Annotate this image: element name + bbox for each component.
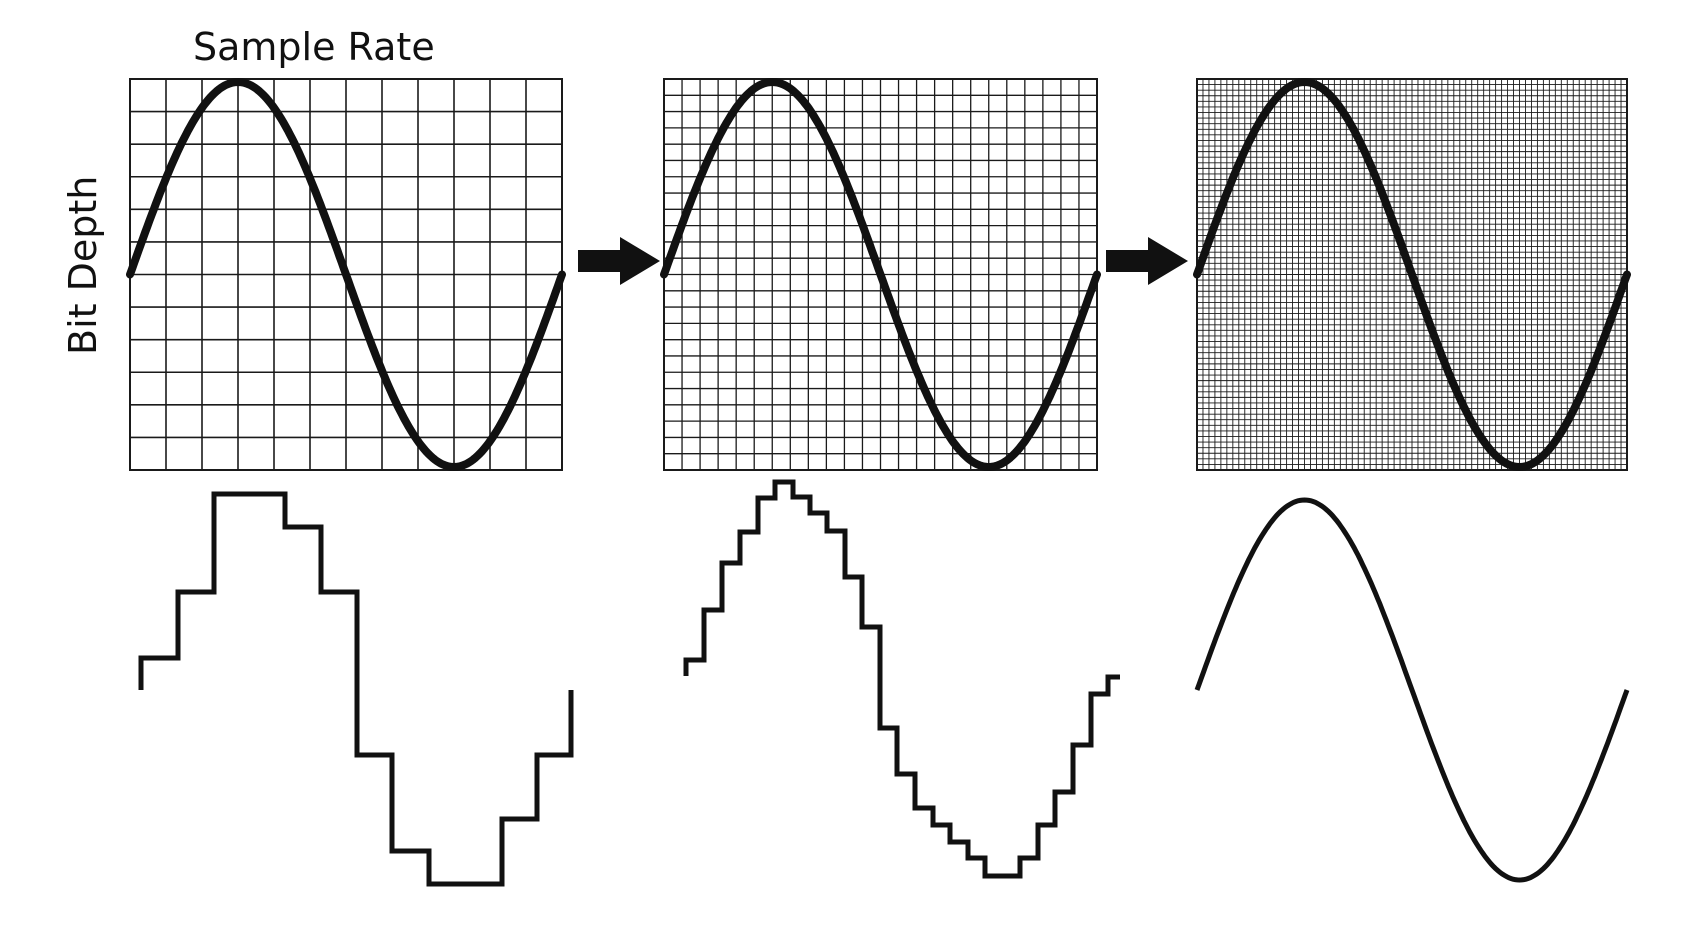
analog-sine-wave xyxy=(126,78,566,471)
sample-rate-label: Sample Rate xyxy=(193,25,435,69)
low-resolution-grid-panel xyxy=(126,78,566,471)
medium-resolution-grid-panel xyxy=(660,78,1101,471)
bit-depth-label: Bit Depth xyxy=(61,176,105,355)
smooth-output-waveform xyxy=(1194,497,1630,883)
analog-sine-wave xyxy=(660,78,1101,471)
right-arrow-icon xyxy=(1106,237,1188,285)
fine-stepped-output-waveform xyxy=(683,479,1120,879)
right-arrow-icon xyxy=(578,237,660,285)
coarse-stepped-output-waveform xyxy=(138,491,574,887)
fine-step-line xyxy=(683,479,1120,879)
analog-sine-wave xyxy=(1193,78,1631,471)
smooth-sine-line xyxy=(1194,497,1630,883)
high-resolution-grid-panel xyxy=(1193,78,1631,471)
coarse-step-line xyxy=(138,491,574,887)
